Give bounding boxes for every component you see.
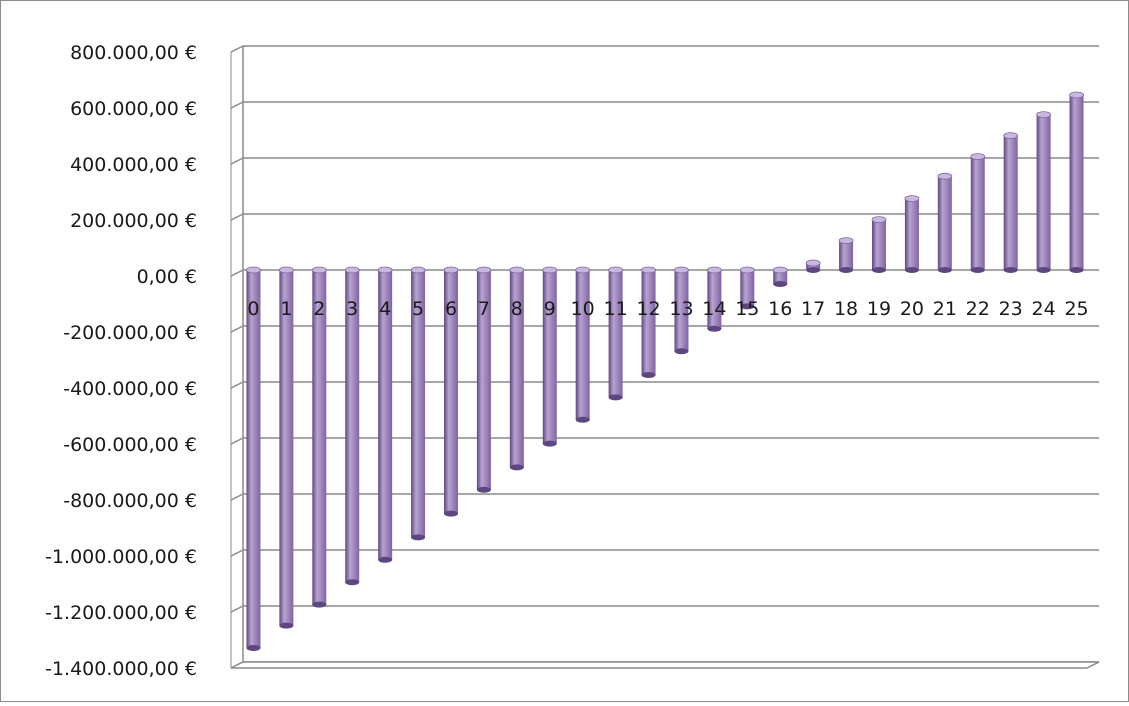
bar <box>641 266 656 378</box>
gridline-depth <box>230 101 244 109</box>
y-tick-label: -1.200.000,00 € <box>45 602 197 624</box>
x-tick-label: 9 <box>544 298 556 320</box>
bar <box>344 266 360 586</box>
y-tick-label: -600.000,00 € <box>63 434 197 456</box>
gridline-depth <box>230 437 244 445</box>
bar <box>805 259 821 273</box>
y-tick-label: 600.000,00 € <box>70 98 197 120</box>
x-tick-label: 17 <box>801 298 825 320</box>
gridline-depth <box>230 549 244 557</box>
bar <box>377 266 393 563</box>
gridline-depth <box>230 493 244 501</box>
bar <box>772 266 788 287</box>
x-tick-label: 21 <box>933 298 957 320</box>
chart-floor <box>230 661 1100 669</box>
bar <box>509 266 525 471</box>
x-tick-label: 6 <box>445 298 457 320</box>
bar <box>1069 91 1084 273</box>
bar <box>739 266 755 310</box>
x-tick-label: 15 <box>735 298 759 320</box>
x-tick-label: 11 <box>604 298 628 320</box>
y-tick-label: -1.400.000,00 € <box>45 658 197 680</box>
x-tick-label: 7 <box>478 298 490 320</box>
gridline-depth <box>230 381 244 389</box>
y-tick-label: 0,00 € <box>137 266 197 288</box>
x-tick-label: 20 <box>900 298 924 320</box>
x-tick-label: 14 <box>702 298 726 320</box>
y-tick-label: -800.000,00 € <box>63 490 197 512</box>
x-tick-label: 0 <box>247 298 259 320</box>
bar <box>443 266 459 517</box>
bar <box>542 266 558 447</box>
gridline-depth <box>230 45 244 53</box>
x-axis-tick-labels: 0 1 2 3 4 5 6 7 8 9 10 11 12 13 14 15 16 17 18 19 20 21 22 23 24… <box>247 298 1088 320</box>
bar <box>410 266 426 541</box>
bar <box>838 237 854 273</box>
x-tick-label: 16 <box>768 298 792 320</box>
x-tick-label: 19 <box>867 298 891 320</box>
x-tick-label: 24 <box>1032 298 1056 320</box>
bar <box>970 153 986 273</box>
x-tick-label: 5 <box>412 298 424 320</box>
bar <box>674 266 689 355</box>
bar <box>476 266 492 493</box>
x-tick-label: 18 <box>834 298 858 320</box>
bar <box>1036 111 1052 273</box>
x-tick-label: 25 <box>1064 298 1088 320</box>
bar <box>246 266 261 651</box>
x-tick-label: 3 <box>346 298 358 320</box>
bar <box>608 266 624 401</box>
x-tick-label: 2 <box>313 298 325 320</box>
bars <box>246 91 1084 651</box>
bar <box>311 266 327 608</box>
x-tick-label: 1 <box>280 298 292 320</box>
x-tick-label: 22 <box>966 298 990 320</box>
x-tick-label: 13 <box>669 298 693 320</box>
x-tick-label: 4 <box>379 298 391 320</box>
x-tick-label: 8 <box>511 298 523 320</box>
bar <box>1003 132 1019 273</box>
x-tick-label: 10 <box>571 298 595 320</box>
bar <box>871 216 887 273</box>
bar <box>937 172 953 273</box>
gridlines <box>230 45 1100 669</box>
y-tick-label: 800.000,00 € <box>70 42 197 64</box>
y-tick-label: -200.000,00 € <box>63 322 197 344</box>
gridline-depth <box>230 269 244 277</box>
gridline-depth <box>230 325 244 333</box>
y-tick-label: -1.000.000,00 € <box>45 546 197 568</box>
bar <box>706 266 722 332</box>
y-tick-label: 400.000,00 € <box>70 154 197 176</box>
y-tick-label: 200.000,00 € <box>70 210 197 232</box>
gridline-depth <box>230 605 244 613</box>
x-tick-label: 12 <box>636 298 660 320</box>
bar <box>575 266 591 423</box>
gridline-depth <box>230 213 244 221</box>
y-axis-tick-labels: 800.000,00 € 600.000,00 € 400.000,00 € 200.… <box>45 42 197 680</box>
gridline-depth <box>230 157 244 165</box>
x-tick-label: 23 <box>999 298 1023 320</box>
bar <box>278 266 294 629</box>
y-tick-label: -400.000,00 € <box>63 378 197 400</box>
bar <box>904 195 920 273</box>
